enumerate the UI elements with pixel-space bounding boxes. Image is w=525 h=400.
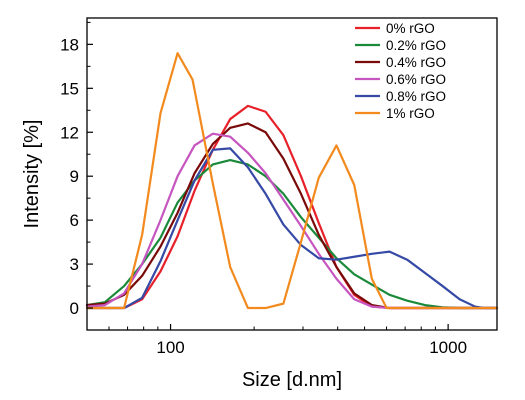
x-tick-label: 100 xyxy=(156,338,184,357)
plot-frame xyxy=(86,17,498,331)
tick-layer: 0 3 6 9 12 15 18 100 1000 xyxy=(60,21,467,357)
series-layer xyxy=(85,52,499,310)
series-line-3 xyxy=(85,132,499,310)
y-tick-label: 9 xyxy=(70,167,79,186)
y-tick-label: 18 xyxy=(60,35,79,54)
y-axis-title: Intensity [%] xyxy=(21,120,43,229)
y-tick-label: 15 xyxy=(60,79,79,98)
y-tick-label: 3 xyxy=(70,255,79,274)
legend-label-3: 0.6% rGO xyxy=(386,72,446,87)
legend-label-2: 0.4% rGO xyxy=(386,55,446,70)
series-line-2 xyxy=(85,122,499,310)
x-tick-label: 1000 xyxy=(429,338,467,357)
legend-label-5: 1% rGO xyxy=(386,106,435,121)
series-line-0 xyxy=(85,104,499,310)
y-tick-label: 12 xyxy=(60,123,79,142)
legend-label-0: 0% rGO xyxy=(386,21,435,36)
series-line-4 xyxy=(85,147,499,310)
y-tick-label: 6 xyxy=(70,211,79,230)
legend-label-4: 0.8% rGO xyxy=(386,89,446,104)
series-line-5 xyxy=(85,52,499,310)
legend-label-1: 0.2% rGO xyxy=(386,38,446,53)
legend: 0% rGO 0.2% rGO 0.4% rGO 0.6% rGO 0.8% rGO 1%… xyxy=(355,21,446,121)
y-tick-label: 0 xyxy=(70,299,79,318)
x-axis-title: Size [d.nm] xyxy=(242,369,342,391)
series-line-1 xyxy=(85,158,499,310)
